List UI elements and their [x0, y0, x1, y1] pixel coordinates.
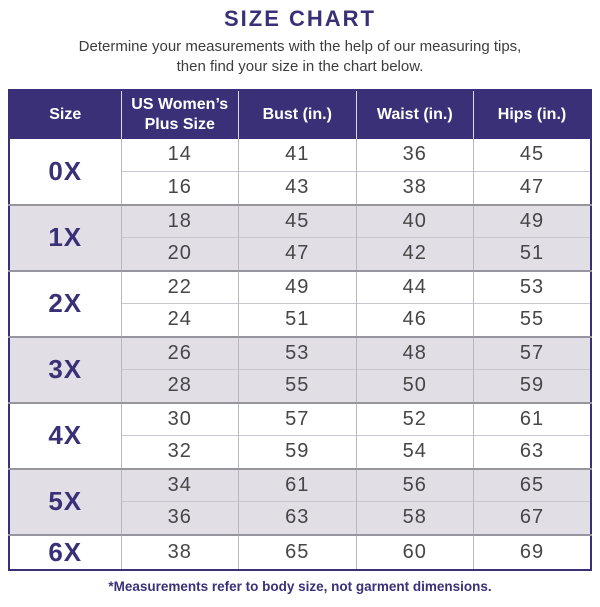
- measurement-cell: 47: [473, 171, 591, 205]
- measurement-cell: 28: [120, 369, 239, 403]
- measurement-cell: 38: [120, 533, 239, 570]
- measurement-cell: 55: [473, 303, 591, 337]
- page-subtitle: Determine your measurements with the hel…: [0, 37, 600, 78]
- measurement-cell: 26: [120, 335, 239, 370]
- measurement-cell: 24: [120, 303, 239, 337]
- measurement-cell: 63: [473, 435, 591, 469]
- measurement-cell: 56: [355, 467, 474, 502]
- size-cell: 6X: [9, 533, 121, 570]
- measurement-cell: 40: [355, 203, 474, 238]
- measurement-cell: 41: [238, 138, 356, 172]
- measurement-cell: 65: [238, 533, 356, 570]
- page-title: SIZE CHART: [224, 6, 376, 31]
- measurement-cell: 45: [473, 138, 591, 172]
- measurement-cell: 69: [473, 533, 591, 570]
- measurement-cell: 58: [355, 501, 474, 535]
- measurement-cell: 22: [120, 269, 239, 304]
- measurement-cell: 18: [120, 203, 239, 238]
- size-cell: 3X: [9, 335, 121, 403]
- size-cell: 5X: [9, 467, 121, 535]
- column-header: Bust (in.): [238, 89, 356, 139]
- measurement-cell: 50: [355, 369, 474, 403]
- measurement-cell: 48: [355, 335, 474, 370]
- measurement-cell: 38: [355, 171, 474, 205]
- header-row: Size US Women’s Plus Size Bust (in.) Waist …: [9, 89, 591, 139]
- measurement-cell: 49: [238, 269, 356, 304]
- table-row: 6X 38 65 60 69: [9, 533, 591, 570]
- size-cell: 2X: [9, 269, 121, 337]
- measurement-cell: 52: [355, 401, 474, 436]
- size-chart-page: SIZE CHART Determine your measurements w…: [0, 7, 600, 594]
- measurement-cell: 14: [120, 138, 239, 172]
- table-row: 16 43 38 47: [9, 171, 591, 205]
- subtitle-line-1: Determine your measurements with the hel…: [78, 38, 522, 56]
- measurement-cell: 63: [238, 501, 356, 535]
- measurement-cell: 36: [355, 138, 474, 172]
- measurement-cell: 59: [238, 435, 356, 469]
- measurement-cell: 49: [473, 203, 591, 238]
- table-row: 4X 30 57 52 61: [9, 401, 591, 469]
- measurement-cell: 30: [120, 401, 239, 436]
- measurement-cell: 16: [120, 171, 239, 205]
- measurement-cell: 20: [120, 237, 239, 271]
- size-cell: 1X: [9, 203, 121, 271]
- column-header: Size: [9, 89, 121, 139]
- measurement-cell: 43: [238, 171, 356, 205]
- column-header: US Women’s Plus Size: [120, 89, 239, 139]
- measurement-cell: 45: [238, 203, 356, 238]
- measurement-cell: 44: [355, 269, 474, 304]
- measurement-cell: 60: [355, 533, 474, 570]
- measurement-cell: 67: [473, 501, 591, 535]
- measurement-cell: 57: [473, 335, 591, 370]
- measurement-cell: 55: [238, 369, 356, 403]
- measurement-cell: 32: [120, 435, 239, 469]
- table-row: 2X 22 49 44 53: [9, 269, 591, 337]
- subtitle-line-2: then find your size in the chart below.: [176, 58, 424, 76]
- measurement-cell: 61: [473, 401, 591, 436]
- measurement-cell: 46: [355, 303, 474, 337]
- table-row: 3X 26 53 48 57: [9, 335, 591, 403]
- measurement-cell: 57: [238, 401, 356, 436]
- table-header: Size US Women’s Plus Size Bust (in.) Waist …: [9, 89, 591, 139]
- measurement-cell: 51: [238, 303, 356, 337]
- measurement-cell: 65: [473, 467, 591, 502]
- measurement-cell: 54: [355, 435, 474, 469]
- measurement-cell: 53: [473, 269, 591, 304]
- measurement-cell: 61: [238, 467, 356, 502]
- footnote: *Measurements refer to body size, not ga…: [108, 578, 492, 594]
- size-cell: 4X: [9, 401, 121, 469]
- measurement-cell: 53: [238, 335, 356, 370]
- measurement-cell: 59: [473, 369, 591, 403]
- measurement-cell: 34: [120, 467, 239, 502]
- size-chart-table: Size US Women’s Plus Size Bust (in.) Waist …: [8, 88, 592, 571]
- measurement-cell: 47: [238, 237, 356, 271]
- measurement-cell: 51: [473, 237, 591, 271]
- table-row: 5X 34 61 56 65: [9, 467, 591, 535]
- measurement-cell: 36: [120, 501, 239, 535]
- column-header: Hips (in.): [473, 89, 591, 139]
- size-cell: 0X: [48, 155, 83, 186]
- column-header: Waist (in.): [355, 89, 474, 139]
- table-row: 1X 18 45 40 49: [9, 203, 591, 271]
- measurement-cell: 42: [355, 237, 474, 271]
- table-row: 0X 14 41 36 45: [9, 138, 591, 186]
- table-body: 0X 14 41 36 45 16 43 38 47 1X 18 45 40 49 20 47 42 51 2X 22…: [9, 138, 591, 570]
